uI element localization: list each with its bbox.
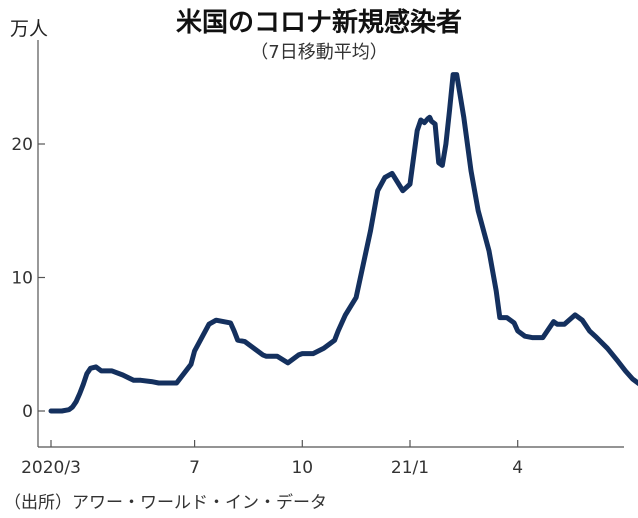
chart-subtitle: （7日移動平均） (250, 42, 388, 63)
x-ticks: 2020/3 7 10 21/1 4 (21, 440, 523, 478)
y-tick-label: 10 (11, 269, 33, 289)
y-ticks: 0 10 20 (11, 135, 45, 422)
y-tick-label: 20 (11, 135, 33, 155)
x-tick-label: 4 (512, 458, 523, 478)
axes (37, 40, 624, 448)
x-tick-label: 2020/3 (21, 458, 81, 478)
x-tick-label: 7 (189, 458, 200, 478)
y-axis-unit-label: 万人 (10, 18, 49, 40)
series-line-new-cases (48, 72, 638, 414)
chart-title: 米国のコロナ新規感染者 (175, 8, 462, 38)
source-note: （出所）アワー・ワールド・イン・データ (4, 493, 327, 513)
x-tick-label: 10 (291, 458, 313, 478)
x-tick-label: 21/1 (391, 458, 429, 478)
y-tick-label: 0 (22, 402, 33, 422)
